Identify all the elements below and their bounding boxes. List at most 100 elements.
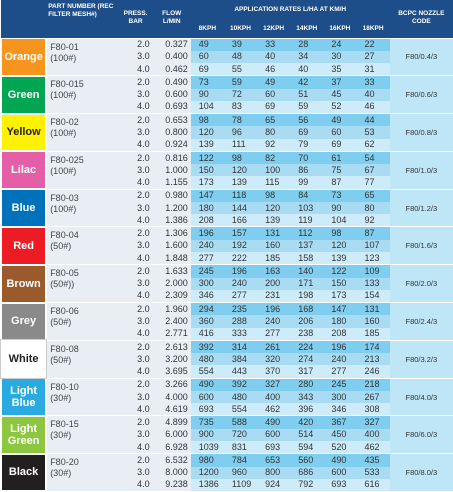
rate: 490	[190, 377, 224, 391]
rate: 80	[356, 201, 390, 215]
rate: 139	[190, 138, 224, 152]
rate: 84	[290, 188, 324, 202]
rate: 360	[190, 315, 224, 328]
color-swatch: Blue	[0, 188, 48, 228]
header-blank	[1, 0, 47, 38]
flow: 0.693	[152, 100, 191, 114]
flow: 4.899	[152, 415, 191, 429]
header-code: BCPC NOZZLE CODE	[389, 0, 453, 38]
pressure: 4.0	[118, 441, 153, 454]
rate: 166	[223, 214, 258, 227]
part-cell: F80-06 (50#)	[46, 302, 119, 341]
rate: 31	[356, 63, 390, 76]
flow: 8.000	[152, 466, 191, 479]
flow: 1.386	[152, 214, 191, 227]
rate: 520	[323, 441, 357, 454]
rate: 59	[290, 100, 324, 114]
rate: 173	[190, 176, 224, 190]
rate: 960	[223, 466, 258, 479]
rate: 154	[356, 289, 390, 303]
rate: 392	[223, 377, 258, 391]
speed-header: 18KPH	[356, 20, 390, 38]
rate: 196	[257, 302, 291, 316]
rate: 277	[323, 365, 357, 379]
rate: 122	[190, 150, 224, 165]
nozzle-code: F80/4.0/3	[389, 377, 453, 416]
rate: 118	[223, 188, 258, 202]
flow: 2.613	[152, 339, 191, 354]
flow: 2.000	[152, 277, 191, 290]
part-number: F80-15	[50, 419, 79, 430]
rate: 139	[223, 176, 258, 190]
pressure: 3.0	[118, 88, 153, 101]
rate: 120	[223, 164, 258, 177]
rate: 222	[223, 252, 258, 265]
nozzle-row: Orange F80-01 (100#) 2.0 0.327 49 39 33 28 24 22 F8…	[0, 37, 453, 77]
nozzle-row: Yellow F80-02 (100#) 2.0 0.653 98 78 65 56 49 44 F8…	[0, 113, 453, 153]
rate: 327	[356, 415, 390, 429]
nozzle-row: 3.0 0.800 120 96 80 69 60 53	[1, 126, 453, 139]
rate: 46	[257, 63, 291, 76]
pressure: 4.0	[118, 289, 153, 303]
flow: 0.462	[152, 63, 191, 76]
rate: 370	[257, 365, 291, 379]
nozzle-code: F80/1.2/3	[389, 188, 453, 227]
rate: 192	[223, 239, 258, 253]
rate: 231	[257, 289, 291, 303]
rate: 206	[290, 315, 324, 328]
nozzle-code: F80/0.4/3	[389, 37, 453, 76]
nozzle-row: 3.0 3.200 480 384 320 274 240 213	[1, 353, 453, 366]
rate: 73	[323, 188, 357, 202]
nozzle-row: 4.0 6.928 1039 831 693 594 520 462	[1, 441, 453, 454]
nozzle-code: F80/6.0/3	[389, 415, 453, 454]
rate: 600	[190, 390, 224, 404]
rate: 40	[290, 63, 324, 76]
flow: 0.980	[152, 188, 191, 202]
rate: 73	[190, 75, 224, 89]
nozzle-code: F80/1.6/3	[389, 226, 453, 265]
rate: 104	[323, 214, 357, 227]
nozzle-row: Black F80-20 (30#) 2.0 6.532 980 784 653 560 490 4…	[0, 453, 453, 492]
rate: 333	[223, 327, 258, 341]
color-swatch: Lilac	[0, 150, 48, 191]
flow: 0.400	[152, 50, 191, 64]
pressure: 4.0	[118, 138, 153, 152]
flow: 0.800	[152, 126, 191, 139]
rate: 69	[323, 138, 357, 152]
color-swatch: Green	[0, 75, 48, 115]
pressure: 4.0	[118, 252, 153, 265]
rate: 213	[356, 353, 390, 366]
rate: 180	[190, 201, 224, 215]
pressure: 4.0	[118, 365, 153, 379]
rate: 245	[190, 264, 224, 278]
part-cell: F80-10 (30#)	[46, 377, 119, 416]
rate: 327	[257, 377, 291, 391]
color-swatch: Grey	[0, 302, 48, 342]
nozzle-row: 4.0 1.155 173 139 115 99 87 77	[1, 176, 453, 190]
nozzle-row: Light Blue F80-10 (30#) 2.0 3.266 490 392 327 28…	[0, 377, 453, 417]
nozzle-row: 4.0 1.848 277 222 185 158 139 123	[1, 252, 453, 265]
rate: 100	[257, 164, 291, 177]
rate: 480	[190, 353, 224, 366]
flow: 6.532	[152, 453, 191, 467]
filter-mesh: (50#)	[50, 317, 72, 328]
nozzle-code: F80/2.4/3	[389, 302, 453, 341]
rate: 277	[190, 252, 224, 265]
part-cell: F80-02 (100#)	[46, 113, 119, 152]
part-cell: F80-01 (100#)	[46, 37, 119, 76]
nozzle-row: 3.0 6.000 900 720 600 514 450 400	[1, 428, 453, 441]
rate: 70	[290, 150, 324, 165]
rate: 160	[257, 239, 291, 253]
rate: 198	[290, 289, 324, 303]
filter-mesh: (50#))	[50, 279, 75, 290]
flow: 1.306	[152, 226, 191, 240]
nozzle-row: White F80-08 (50#) 2.0 2.613 392 314 261 224 196 1…	[0, 339, 453, 380]
part-number: F80-03	[50, 192, 79, 203]
filter-mesh: (100#)	[50, 90, 77, 101]
pressure: 4.0	[118, 327, 153, 341]
rate: 200	[257, 277, 291, 290]
pressure: 2.0	[118, 339, 153, 354]
rate: 28	[290, 37, 324, 51]
part-cell: F80-15 (30#)	[46, 415, 119, 454]
rate: 131	[257, 226, 291, 240]
